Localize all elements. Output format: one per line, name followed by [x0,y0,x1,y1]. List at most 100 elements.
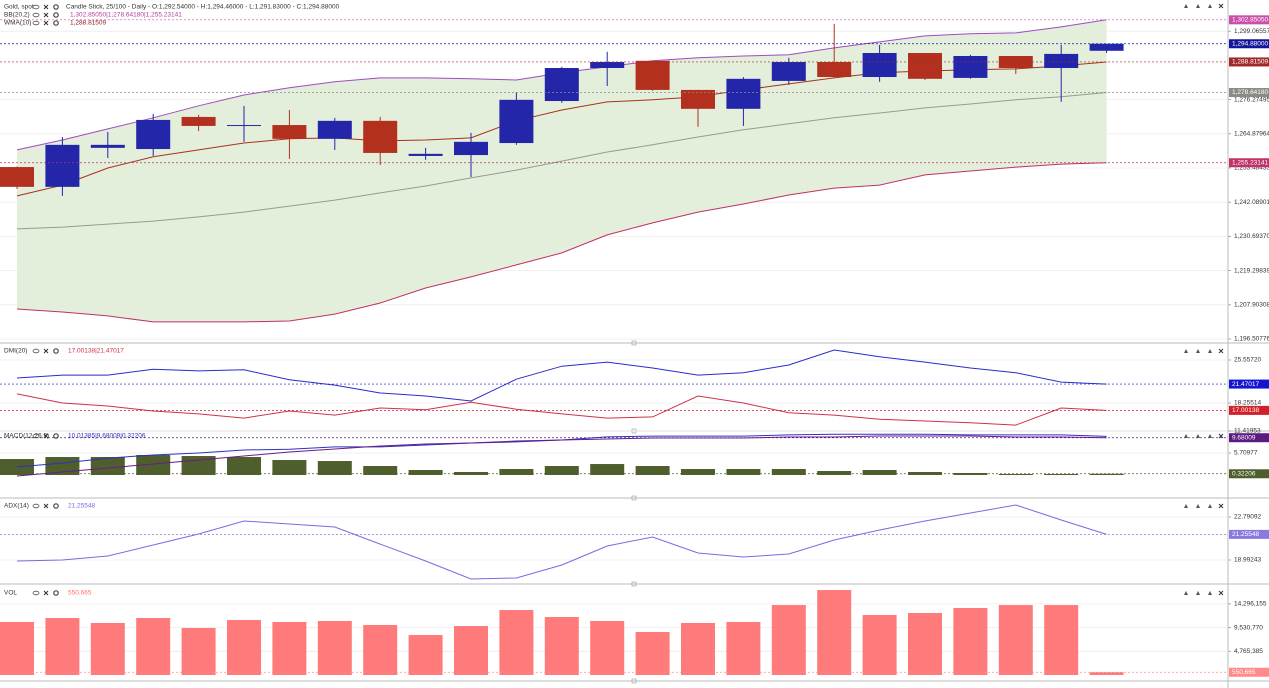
panel-icon[interactable] [1208,434,1212,438]
histogram-bar [90,457,125,476]
candle-body [181,116,216,126]
volume-bar [544,617,579,675]
histogram-bar [862,469,897,476]
candle-body [771,62,806,81]
histogram-bar [272,460,307,476]
panel-icon[interactable] [1184,349,1188,353]
panel-icon[interactable] [1208,504,1212,508]
candle-body [363,120,398,153]
volume-bar [90,622,125,675]
candle-body [0,167,34,187]
candle-body [817,62,852,78]
eye-icon[interactable] [32,12,40,18]
volume-bar [771,605,806,675]
candle-body [317,120,352,139]
remove-icon[interactable] [43,590,49,596]
settings-icon[interactable] [53,20,59,26]
volume-bar [363,625,398,675]
indicator-line [16,349,1107,402]
candle-body [908,53,942,79]
y-tick-label: 9,530,770 [1234,624,1263,631]
eye-icon[interactable] [32,4,40,10]
y-tick-label: 1,253.48433 [1234,165,1269,172]
settings-icon[interactable] [53,12,59,18]
panel-icon[interactable] [1184,4,1188,8]
panel-icon[interactable] [1184,434,1188,438]
panel-name: DMI(20) [4,348,27,355]
volume-bar [499,609,534,675]
panel-icon[interactable] [1196,591,1200,595]
resize-handle[interactable] [631,495,637,501]
y-tick-label: 1,196.50776 [1234,336,1269,343]
close-icon[interactable] [1218,433,1224,439]
eye-icon[interactable] [32,503,40,509]
settings-icon[interactable] [53,348,59,354]
y-tick-label: 1,230.69370 [1234,233,1269,240]
price-label: 0.32206 [1232,470,1256,477]
panel-icon[interactable] [1208,4,1212,8]
volume-bar [953,608,988,675]
panel-icon[interactable] [1184,591,1188,595]
close-icon[interactable] [1218,590,1224,596]
remove-icon[interactable] [43,20,49,26]
panel-value: 10.01385|9.68009|0.32206 [68,433,146,440]
histogram-bar [408,469,443,476]
remove-icon[interactable] [43,4,49,10]
remove-icon[interactable] [43,348,49,354]
y-tick-label: 22.79092 [1234,514,1261,521]
candle-body [998,56,1033,69]
eye-icon[interactable] [32,590,40,596]
volume-bar [227,619,261,675]
histogram-bar [544,465,579,476]
panel-value: 21.25548 [68,503,95,510]
panel [0,504,1228,580]
panel-name: VOL [4,590,17,597]
panel-value: 17.00138|21.47017 [68,348,124,355]
price-label: 1,255.23141 [1232,159,1269,166]
settings-icon[interactable] [53,503,59,509]
settings-icon[interactable] [53,433,59,439]
candle-body [499,99,534,144]
volume-bar [998,605,1033,675]
price-label-box [1229,433,1269,443]
panel-icon[interactable] [1196,434,1200,438]
resize-handle[interactable] [631,581,637,587]
resize-handle[interactable] [631,340,637,346]
candle-body [272,125,307,139]
eye-icon[interactable] [32,433,40,439]
chart-title: Gold, spot [4,4,34,11]
eye-icon[interactable] [32,20,40,26]
y-tick-label: 1,264.87964 [1234,131,1269,138]
y-tick-label: 18.25514 [1234,400,1261,407]
eye-icon[interactable] [32,348,40,354]
remove-icon[interactable] [43,12,49,18]
histogram-bar [817,471,852,476]
settings-icon[interactable] [53,4,59,10]
settings-icon[interactable] [53,590,59,596]
volume-bar [1089,672,1124,675]
panel-icon[interactable] [1208,349,1212,353]
panel-icon[interactable] [1196,504,1200,508]
panel-icon[interactable] [1184,504,1188,508]
histogram-bar [1044,474,1079,476]
histogram-bar [363,465,398,476]
close-icon[interactable] [1218,3,1224,9]
resize-handle[interactable] [631,678,637,684]
close-icon[interactable] [1218,348,1224,354]
indicator-line [16,435,1107,477]
close-icon[interactable] [1218,503,1224,509]
panel-icon[interactable] [1196,4,1200,8]
price-label: 1,288.81509 [1232,59,1269,66]
remove-icon[interactable] [43,503,49,509]
volume-bar [181,628,216,675]
remove-icon[interactable] [43,433,49,439]
panel-icon[interactable] [1196,349,1200,353]
panel-icon[interactable] [1208,591,1212,595]
candle-body [136,119,171,150]
volume-bar [136,618,171,675]
histogram-bar [681,468,715,476]
histogram-bar [726,468,761,476]
volume-bar [272,621,307,675]
